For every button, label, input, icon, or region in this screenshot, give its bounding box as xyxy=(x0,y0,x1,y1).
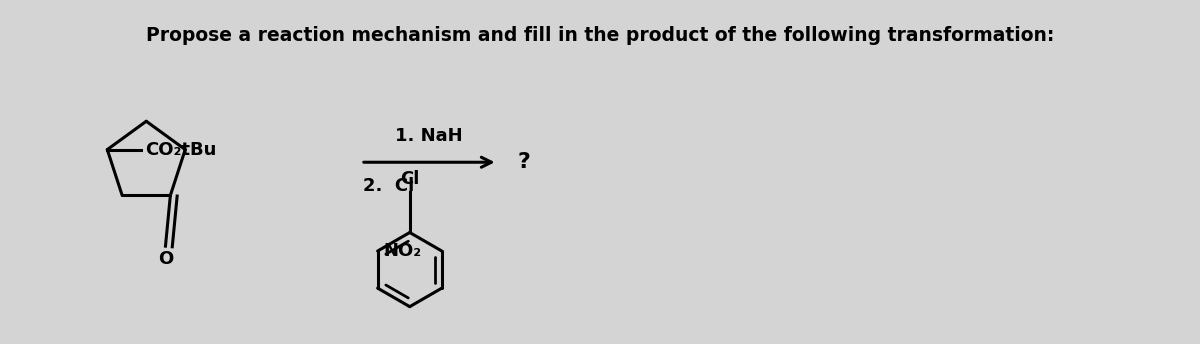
Text: Cl: Cl xyxy=(400,170,420,187)
Text: 2.  Cl: 2. Cl xyxy=(362,177,414,195)
Text: 1. NaH: 1. NaH xyxy=(396,127,463,145)
Text: CO₂tBu: CO₂tBu xyxy=(145,141,217,159)
Text: Propose a reaction mechanism and fill in the product of the following transforma: Propose a reaction mechanism and fill in… xyxy=(146,26,1054,45)
Text: O: O xyxy=(158,250,173,268)
Text: NO₂: NO₂ xyxy=(384,242,421,260)
Text: ?: ? xyxy=(517,152,530,172)
